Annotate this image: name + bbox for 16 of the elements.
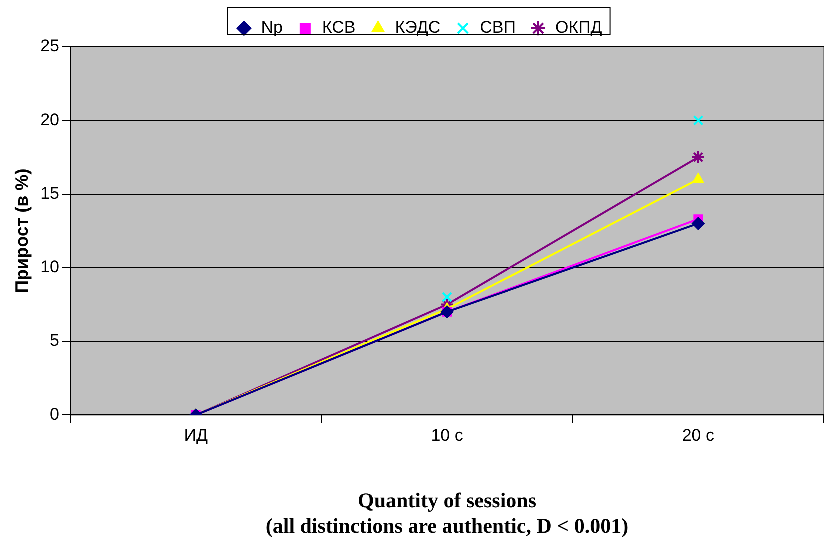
y-tick-label: 0 bbox=[50, 404, 60, 424]
y-tick-label: 15 bbox=[40, 184, 60, 203]
legend-label: КЭДС bbox=[395, 18, 441, 38]
y-tick-label: 5 bbox=[50, 331, 60, 350]
y-tick-label: 10 bbox=[40, 258, 60, 277]
x-tick-label: 10 с bbox=[431, 426, 464, 446]
y-tick-label: 20 bbox=[40, 110, 60, 130]
x-tick-label: ИД bbox=[184, 426, 208, 446]
y-tick-label: 25 bbox=[40, 36, 60, 56]
legend-label: КСВ bbox=[322, 18, 356, 38]
x-axis-title: Quantity of sessions (all distinctions are authentic, D < 0.001) bbox=[266, 488, 629, 538]
legend-label: ОКПД bbox=[555, 18, 603, 38]
legend-label: СВП bbox=[480, 18, 516, 38]
x-tick-label: 20 с bbox=[682, 426, 715, 446]
legend-label: Np bbox=[261, 18, 283, 38]
y-axis-title: Прирост (в %) bbox=[12, 168, 32, 294]
